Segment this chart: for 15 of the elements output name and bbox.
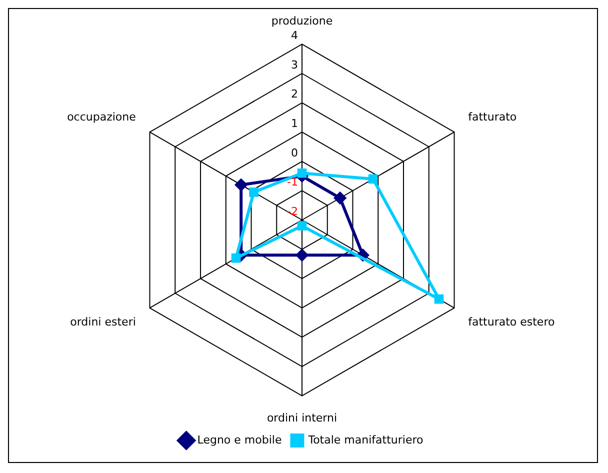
spoke-label: fatturato [468,110,517,124]
spoke-label: fatturato estero [468,315,555,328]
y-tick-label: 3 [291,58,298,72]
y-tick-label: -1 [287,176,298,189]
y-tick-label: 2 [291,88,298,101]
spoke-label: produzione [271,14,333,28]
spoke-label: ordini esteri [70,315,136,328]
legend-label: Totale manifatturiero [307,433,424,446]
spoke-label: occupazione [67,110,136,124]
y-tick-label: 1 [291,116,298,130]
y-tick-label: 0 [291,146,298,160]
y-tick-label: 4 [291,29,298,42]
spoke-label: ordini interni [266,411,338,424]
legend-label: Legno e mobile [197,433,282,446]
y-tick-label: -2 [287,204,298,218]
